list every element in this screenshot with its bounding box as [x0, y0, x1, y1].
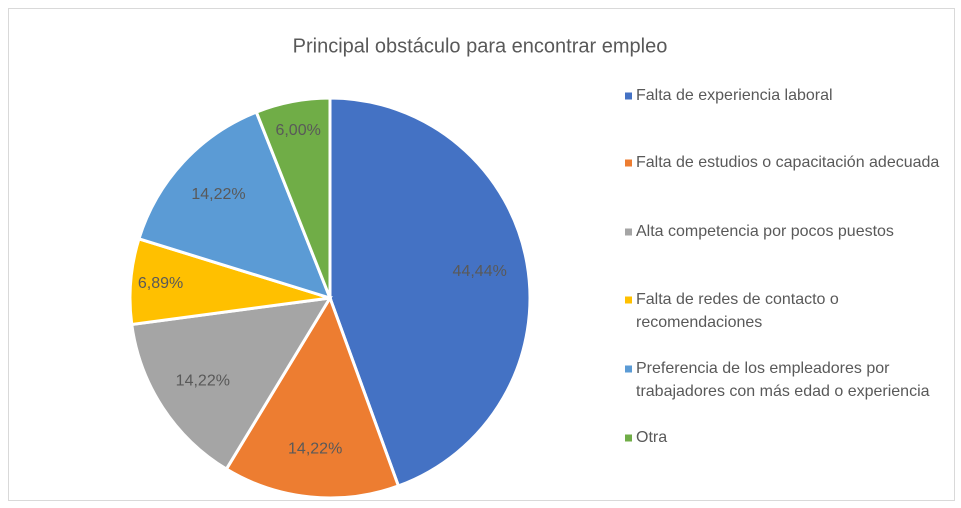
- legend-marker: [625, 92, 632, 100]
- pie-slice: [224, 294, 401, 500]
- legend-line: Alta competencia por pocos puestos: [636, 223, 894, 240]
- pie-slice: [137, 110, 333, 301]
- legend-label: Alta competencia por pocos puestos: [636, 223, 894, 240]
- data-label: 44,44%: [453, 263, 507, 280]
- data-label: 6,89%: [138, 275, 183, 292]
- legend-line: Otra: [636, 429, 667, 446]
- legend-line: Preferencia de los empleadores por: [636, 360, 890, 377]
- pie-slice: [328, 96, 532, 488]
- pie-slice: [254, 96, 332, 299]
- legend-label: Falta de estudios o capacitación adecuad…: [636, 154, 939, 171]
- legend-marker: [625, 365, 632, 373]
- legend-line: Falta de estudios o capacitación adecuad…: [636, 154, 939, 171]
- legend-marker: [625, 296, 632, 304]
- data-label: 14,22%: [288, 440, 342, 457]
- data-label: 14,22%: [191, 186, 245, 203]
- legend-line: Falta de experiencia laboral: [636, 87, 833, 104]
- chart-title: Principal obstáculo para encontrar emple…: [293, 35, 668, 57]
- legend-line: trabajadores con más edad o experiencia: [636, 383, 930, 400]
- data-label: 6,00%: [275, 122, 320, 139]
- legend-marker: [625, 228, 632, 236]
- legend-label: Otra: [636, 429, 667, 446]
- data-label: 14,22%: [176, 372, 230, 389]
- legend-marker: [625, 159, 632, 167]
- legend-label: Preferencia de los empleadores por trabaj…: [636, 360, 930, 400]
- legend-marker: [625, 434, 632, 442]
- legend-line: recomendaciones: [636, 314, 762, 331]
- legend-label: Falta de redes de contacto o recomendacio…: [636, 291, 839, 331]
- pie-slice: [130, 296, 333, 472]
- legend-line: Falta de redes de contacto o: [636, 291, 839, 308]
- legend-label: Falta de experiencia laboral: [636, 87, 833, 104]
